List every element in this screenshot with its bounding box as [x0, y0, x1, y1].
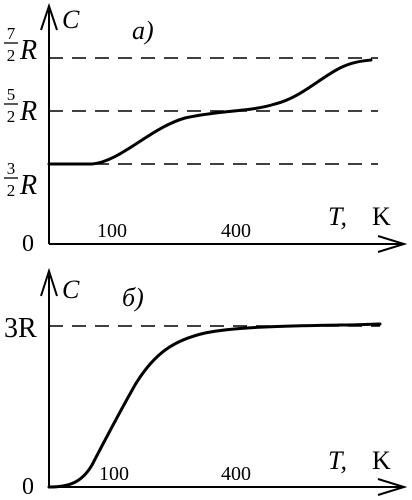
panel-a-origin: 0	[22, 231, 34, 257]
panel-a-label: а)	[132, 16, 154, 45]
panel-b-level-3R: 3R	[4, 313, 37, 344]
panel-a-level-3-2-sym: R	[19, 170, 37, 201]
panel-a-y-arrow-icon	[40, 2, 58, 31]
panel-a-y-label: C	[62, 5, 80, 34]
panel-b-x-unit: K	[372, 446, 391, 475]
panel-a-x-label: T,	[328, 202, 347, 231]
panel-b-curve	[47, 322, 382, 489]
panel-a-x-arrow-icon	[377, 235, 408, 253]
panel-a-tick-400: 400	[221, 220, 251, 242]
panel-a-curve	[47, 58, 373, 166]
panel-b-y-arrow-icon	[40, 267, 58, 297]
panel-a-level-3-2-num: 3	[7, 159, 16, 178]
panel-a-tick-100: 100	[97, 220, 127, 242]
panel-b-x-label: T,	[328, 446, 347, 475]
panel-a-level-5-2-den: 2	[7, 107, 16, 126]
panel-b-tick-400: 400	[221, 463, 251, 485]
panel-a-level-7-2-num: 7	[7, 24, 16, 43]
panel-a-level-5-2-num: 5	[7, 85, 16, 104]
panel-b-y-label: C	[62, 275, 80, 304]
panel-a-level-7-2-sym: R	[19, 35, 37, 66]
panel-b-tick-100: 100	[99, 463, 129, 485]
panel-b-label: б)	[122, 283, 144, 312]
panel-a-x-unit: K	[372, 202, 391, 231]
panel-a: C а) 7 2 R 5 2 R 3 2 R 0 100 400 T, K	[4, 2, 408, 257]
panel-b-origin: 0	[22, 474, 34, 500]
panel-b: C б) 3R 0 100 400 T, K	[4, 267, 408, 500]
panel-a-level-5-2-sym: R	[19, 96, 37, 127]
panel-a-level-3-2-den: 2	[7, 181, 16, 200]
panel-b-x-arrow-icon	[377, 478, 408, 496]
panel-a-level-7-2-den: 2	[7, 46, 16, 65]
